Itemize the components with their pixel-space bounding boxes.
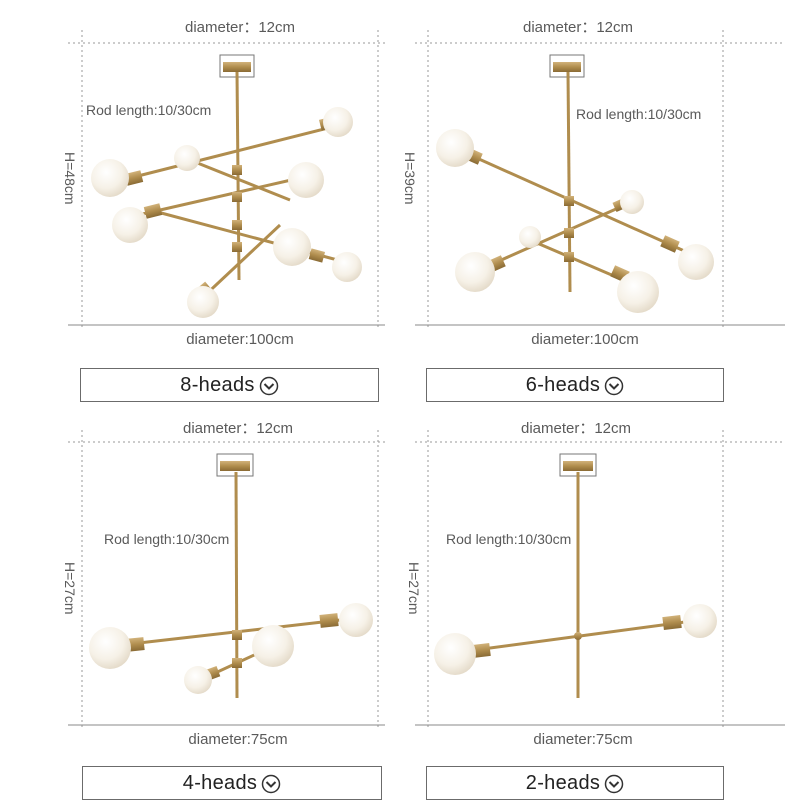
bottom-diameter-label: diameter:75cm xyxy=(533,731,633,748)
top-diameter-label: diameter：12cm xyxy=(184,19,296,36)
product-panel-2-heads: diameter：12cm Rod length:10/30cm H=27cm … xyxy=(400,400,800,800)
select-6-heads-button[interactable]: 6-heads xyxy=(426,368,724,402)
bottom-diameter-label: diameter:75cm xyxy=(188,731,288,748)
chandelier-2-heads-diagram xyxy=(415,430,785,730)
product-panel-6-heads: diameter：12cm Rod length:10/30cm H=39cm … xyxy=(400,0,800,402)
product-panel-4-heads: diameter：12cm Rod length:10/30cm H=27cm … xyxy=(0,400,400,800)
rod-length-label: Rod length:10/30cm xyxy=(446,531,572,547)
height-label: H=27cm xyxy=(62,562,78,615)
height-label: H=39cm xyxy=(402,152,418,205)
select-8-heads-button[interactable]: 8-heads xyxy=(80,368,379,402)
chevron-down-circle-icon xyxy=(261,774,281,794)
chandelier-4-heads-diagram xyxy=(68,430,385,730)
rod-length-label: Rod length:10/30cm xyxy=(576,106,702,122)
top-diameter-label: diameter：12cm xyxy=(182,420,294,437)
top-diameter-label: diameter：12cm xyxy=(520,420,632,437)
top-diameter-label: diameter：12cm xyxy=(522,19,634,36)
variant-label: 4-heads xyxy=(182,771,258,794)
bottom-diameter-label: diameter:100cm xyxy=(531,331,639,348)
rod-length-label: Rod length:10/30cm xyxy=(86,102,212,118)
height-label: H=27cm xyxy=(406,562,422,615)
rod-length-label: Rod length:10/30cm xyxy=(104,531,230,547)
select-4-heads-button[interactable]: 4-heads xyxy=(82,766,382,800)
select-2-heads-button[interactable]: 2-heads xyxy=(426,766,724,800)
chandelier-6-heads-diagram xyxy=(415,30,785,330)
variant-label: 2-heads xyxy=(525,771,601,794)
product-panel-8-heads: diameter：12cm Rod length:10/30cm H=48cm … xyxy=(0,0,400,402)
chandelier-8-heads-diagram xyxy=(68,30,385,330)
chevron-down-circle-icon xyxy=(604,774,624,794)
variant-label: 6-heads xyxy=(525,373,601,396)
height-label: H=48cm xyxy=(62,152,78,205)
chevron-down-circle-icon xyxy=(259,376,278,396)
bottom-diameter-label: diameter:100cm xyxy=(186,331,294,348)
variant-label: 8-heads xyxy=(180,373,255,396)
chevron-down-circle-icon xyxy=(604,376,624,396)
